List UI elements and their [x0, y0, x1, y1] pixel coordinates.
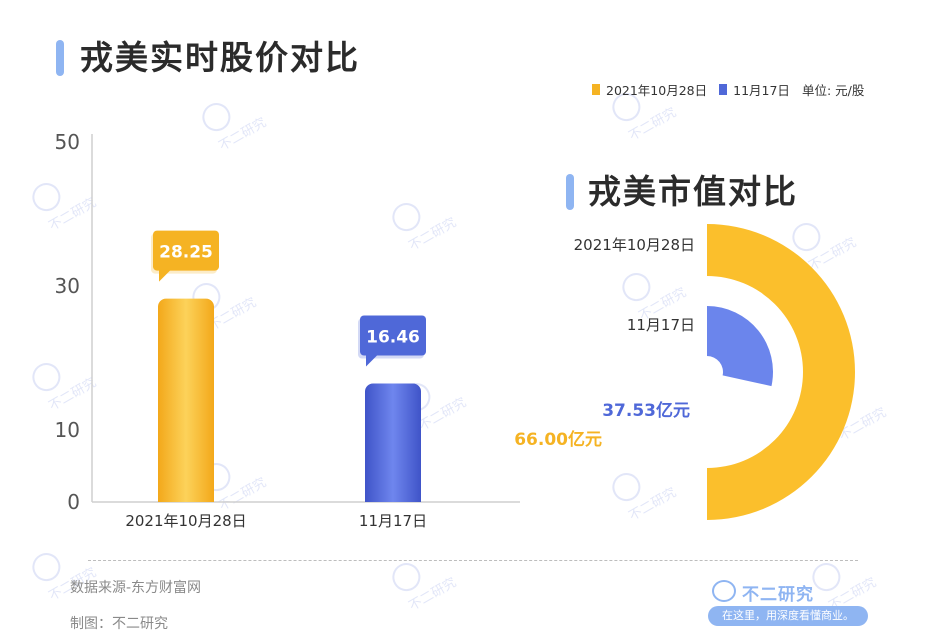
- data-label: 28.25: [159, 243, 213, 263]
- data-label-bubble: [153, 230, 219, 271]
- legend-swatch: [719, 84, 728, 95]
- bar-base: [365, 492, 421, 502]
- ring-value-label: 37.53亿元: [602, 400, 690, 421]
- x-tick-label: 11月17日: [359, 512, 427, 530]
- page-title: 戎美实时股价对比: [80, 38, 360, 77]
- y-tick-label: 10: [55, 418, 80, 442]
- data-label: 16.46: [366, 327, 420, 347]
- section-title-market-cap: 戎美市值对比: [588, 172, 798, 211]
- legend-label: 11月17日: [733, 83, 790, 98]
- legend-swatch: [592, 84, 600, 95]
- legend-label: 2021年10月28日: [606, 83, 708, 98]
- data-label-pointer: [159, 269, 171, 282]
- ring-category-label: 2021年10月28日: [574, 236, 695, 254]
- bar: [365, 383, 421, 502]
- footer-divider: [88, 560, 858, 561]
- ring-category-label: 11月17日: [627, 316, 695, 334]
- data-label-bubble: [360, 315, 426, 356]
- ring-segment: [707, 306, 774, 387]
- brand-logo: 不二研究 在这里，用深度看懂商业。: [708, 580, 868, 628]
- data-label-pointer: [366, 354, 378, 367]
- bar-base: [158, 492, 214, 502]
- brand-mark-icon: [712, 580, 736, 602]
- ring-segment: [707, 224, 855, 520]
- chart-credit: 制图：不二研究: [70, 616, 168, 632]
- legend-item-nov17: 11月17日: [719, 80, 790, 99]
- legend: 2021年10月28日 11月17日 单位: 元/股: [592, 80, 864, 99]
- brand-name: 不二研究: [742, 585, 814, 605]
- ring-value-label: 66.00亿元: [514, 429, 602, 450]
- x-tick-label: 2021年10月28日: [125, 512, 246, 530]
- y-tick-label: 50: [55, 130, 80, 154]
- y-tick-label: 30: [55, 274, 80, 298]
- data-source: 数据来源-东方财富网: [70, 580, 202, 596]
- title-accent-bar: [56, 40, 64, 76]
- title-accent-bar: [566, 174, 574, 210]
- y-tick-label: 0: [67, 490, 80, 514]
- legend-item-oct28: 2021年10月28日: [592, 80, 707, 99]
- legend-unit: 单位: 元/股: [801, 83, 865, 98]
- brand-slogan: 在这里，用深度看懂商业。: [708, 606, 868, 626]
- bar: [158, 298, 214, 502]
